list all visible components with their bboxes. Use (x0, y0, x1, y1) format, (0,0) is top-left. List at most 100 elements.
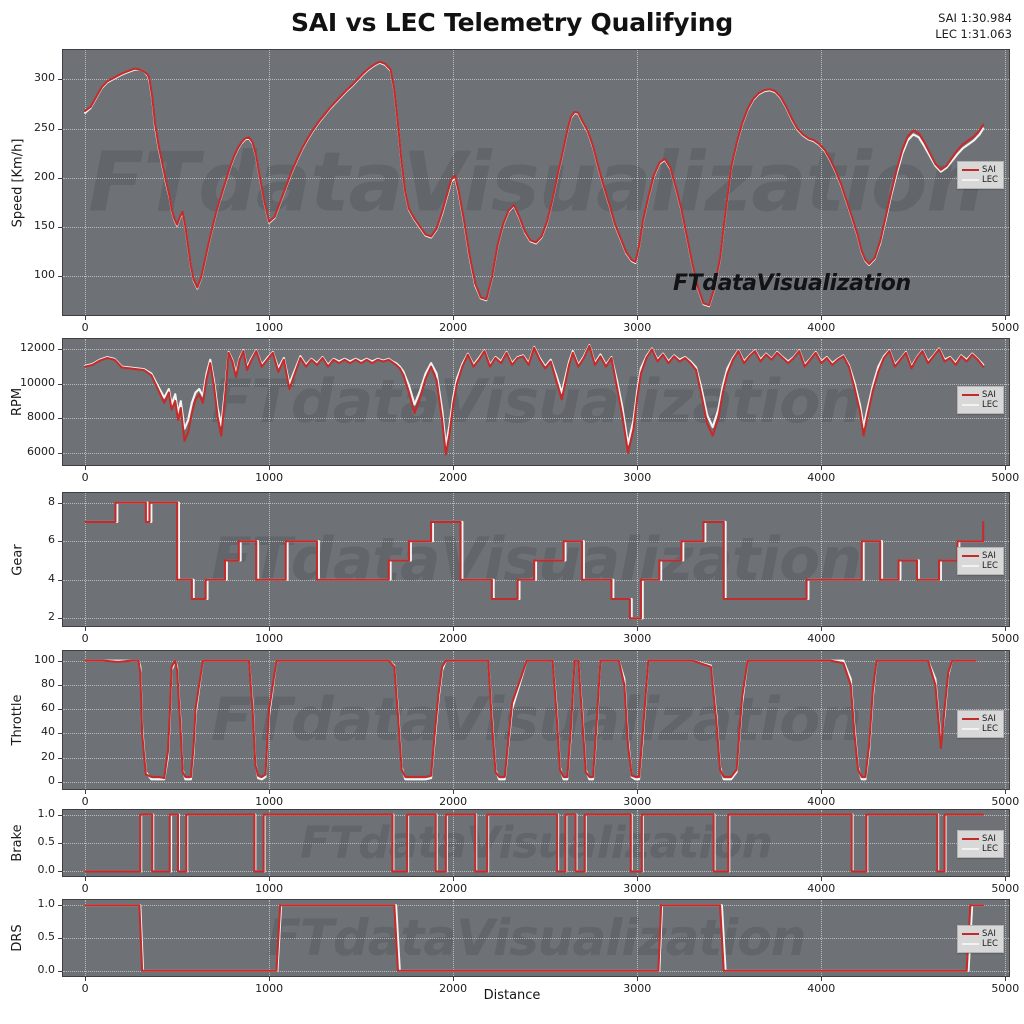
x-tick-mark (269, 466, 271, 470)
legend-swatch-lec (961, 848, 979, 850)
legend-swatch-lec (961, 179, 979, 181)
legend[interactable]: SAI LEC (956, 386, 1004, 414)
y-tick-mark (58, 618, 62, 620)
line-sai (84, 813, 985, 873)
y-tick-mark (58, 128, 62, 130)
legend-entry-lec[interactable]: LEC (961, 174, 998, 185)
line-sai (84, 344, 985, 456)
gridline-horizontal (63, 709, 1009, 711)
gridline-vertical (637, 50, 639, 315)
legend-label-lec: LEC (981, 174, 998, 185)
lap-time-annotation: SAI 1:30.984 LEC 1:31.063 (935, 10, 1012, 43)
y-tick-mark (58, 226, 62, 228)
legend-entry-lec[interactable]: LEC (961, 400, 998, 410)
legend-label-sai: SAI (981, 164, 996, 175)
x-tick-label: 3000 (623, 982, 652, 995)
legend-label-lec: LEC (981, 843, 998, 854)
legend-swatch-sai (961, 394, 979, 396)
legend[interactable]: SAI LEC (956, 710, 1004, 738)
x-tick-label: 2000 (439, 795, 468, 808)
legend-entry-sai[interactable]: SAI (961, 714, 998, 724)
x-tick-label: 3000 (623, 882, 652, 895)
y-tick-mark (58, 905, 62, 907)
x-tick-mark (269, 790, 271, 794)
y-tick-label: 0 (48, 773, 55, 787)
x-tick-label: 5000 (991, 982, 1020, 995)
y-tick-mark (58, 502, 62, 504)
trace-layer (84, 813, 985, 873)
legend-label-sai: SAI (981, 550, 996, 561)
x-tick-mark (453, 316, 455, 320)
legend-entry-sai[interactable]: SAI (961, 164, 998, 175)
y-tick-mark (58, 938, 62, 939)
x-tick-label: 4000 (807, 882, 836, 895)
y-tick-label: 10000 (20, 375, 55, 389)
x-tick-mark (453, 977, 455, 981)
y-axis-label-speed: Speed [Km/h] (10, 138, 25, 227)
x-tick-label: 4000 (807, 795, 836, 808)
x-tick-label: 4000 (807, 321, 836, 334)
x-tick-mark (1005, 977, 1007, 981)
x-tick-mark (269, 877, 271, 881)
y-tick-mark (58, 452, 62, 454)
legend[interactable]: SAI LEC (956, 925, 1004, 953)
legend-entry-sai[interactable]: SAI (961, 929, 998, 939)
legend-entry-lec[interactable]: LEC (961, 560, 998, 571)
legend-swatch-sai (961, 718, 979, 720)
legend-entry-lec[interactable]: LEC (961, 843, 998, 854)
y-axis-label-drs: DRS (10, 924, 25, 952)
legend-entry-sai[interactable]: SAI (961, 550, 998, 561)
gridline-horizontal (63, 128, 1009, 130)
x-axis-label: Distance (483, 988, 541, 1003)
x-tick-mark (637, 466, 639, 470)
gridline-vertical (637, 651, 639, 789)
legend-entry-sai[interactable]: SAI (961, 834, 998, 844)
y-tick-label: 300 (34, 71, 55, 85)
x-tick-mark (85, 977, 87, 981)
x-tick-mark (85, 316, 87, 320)
x-tick-mark (821, 627, 823, 631)
x-tick-mark (453, 790, 455, 794)
y-tick-label: 1.0 (37, 806, 56, 820)
legend-entry-lec[interactable]: LEC (961, 939, 998, 949)
y-tick-mark (58, 349, 62, 351)
legend-entry-sai[interactable]: SAI (961, 390, 998, 400)
x-tick-mark (1005, 466, 1007, 470)
x-tick-mark (637, 627, 639, 631)
gridline-horizontal (63, 452, 1009, 454)
x-tick-label: 5000 (991, 471, 1020, 484)
gridline-horizontal (63, 418, 1009, 420)
line-lec (84, 659, 977, 781)
subplot-rpm: FTdataVisualization SAI LEC (62, 338, 1010, 466)
gridline-horizontal (63, 618, 1009, 620)
x-tick-mark (637, 790, 639, 794)
gridline-horizontal (63, 781, 1009, 783)
subplot-drs: FTdataVisualization SAI LEC (62, 899, 1010, 977)
x-tick-mark (269, 977, 271, 981)
y-tick-mark (58, 541, 62, 543)
gridline-horizontal (63, 502, 1009, 504)
x-tick-label: 2000 (439, 982, 468, 995)
y-tick-mark (58, 177, 62, 179)
x-tick-label: 1000 (255, 795, 284, 808)
y-tick-label: 100 (34, 652, 55, 666)
x-tick-label: 4000 (807, 632, 836, 645)
y-tick-label: 100 (34, 267, 55, 281)
legend-entry-lec[interactable]: LEC (961, 724, 998, 734)
y-tick-mark (58, 733, 62, 735)
gridline-vertical (1005, 50, 1007, 315)
gridline-horizontal (63, 177, 1009, 179)
x-tick-label: 0 (81, 632, 89, 645)
x-tick-label: 0 (81, 982, 89, 995)
gridline-vertical (1005, 339, 1007, 465)
y-tick-mark (58, 757, 62, 759)
y-tick-label: 0.0 (37, 863, 56, 877)
legend[interactable]: SAI LEC (956, 161, 1004, 189)
legend-label-lec: LEC (981, 560, 998, 571)
legend-swatch-sai (961, 555, 979, 557)
y-tick-label: 6000 (27, 444, 55, 458)
legend[interactable]: SAI LEC (956, 830, 1004, 858)
gridline-vertical (85, 651, 87, 789)
x-tick-label: 2000 (439, 321, 468, 334)
legend[interactable]: SAI LEC (956, 547, 1004, 575)
